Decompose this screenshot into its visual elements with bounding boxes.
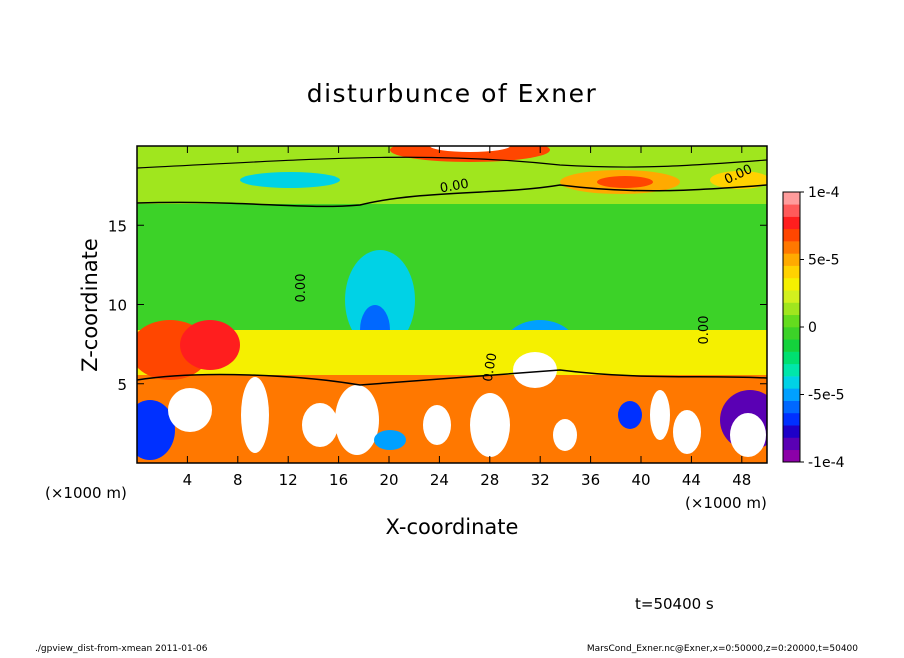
colorbar-tick-label: 1e-4 (808, 185, 840, 201)
contour-label: 0.00 (439, 177, 470, 197)
x-axis-label: X-coordinate (386, 515, 519, 539)
colorbar-tick-label: 0 (808, 320, 817, 336)
y-tick-label: 15 (108, 217, 127, 235)
colorbar-tick-label: -1e-4 (808, 455, 845, 471)
colorbar-tick-label: 5e-5 (808, 253, 839, 269)
x-unit-right: (×1000 m) (685, 494, 767, 512)
colorbar-swatch (783, 388, 800, 401)
chart-title: disturbunce of Exner (307, 79, 598, 108)
colorbar-swatch (783, 327, 800, 340)
x-tick-label: 24 (430, 471, 449, 489)
x-tick-label: 48 (732, 471, 751, 489)
y-tick-label: 5 (117, 376, 127, 394)
x-tick-label: 4 (183, 471, 193, 489)
footer-left: ./gpview_dist-from-xmean 2011-01-06 (35, 644, 208, 654)
colorbar-swatch (783, 351, 800, 365)
contour-label: 0.00 (481, 352, 501, 383)
contour-label: 0.00 (294, 274, 309, 303)
colorbar-swatch (783, 449, 800, 463)
colorbar-swatch (783, 192, 800, 205)
y-axis-label: Z-coordinate (78, 238, 102, 372)
x-tick-label: 16 (329, 471, 348, 489)
x-tick-label: 36 (581, 471, 600, 489)
colorbar-swatch (783, 376, 800, 389)
contour-field (137, 146, 767, 463)
x-unit-left: (×1000 m) (45, 484, 127, 502)
x-tick-label: 20 (379, 471, 398, 489)
colorbar-swatch (783, 216, 800, 230)
colorbar-swatch (783, 400, 800, 414)
footer-right: MarsCond_Exner.nc@Exner,x=0:50000,z=0:20… (587, 644, 858, 654)
colorbar-swatch (783, 425, 800, 438)
time-label: t=50400 s (635, 595, 714, 613)
colorbar-tick-label: -5e-5 (808, 388, 845, 404)
x-tick-label: 28 (480, 471, 499, 489)
contour-label: 0.00 (697, 316, 712, 345)
colorbar-swatch (783, 339, 800, 352)
x-tick-label: 32 (531, 471, 550, 489)
colorbar-swatch (783, 412, 800, 426)
x-tick-label: 12 (279, 471, 298, 489)
colorbar-swatch (783, 290, 800, 303)
colorbar-swatch (783, 228, 800, 242)
colorbar-swatch (783, 253, 800, 266)
y-tick-label: 10 (108, 297, 127, 315)
colorbar-swatch (783, 277, 800, 291)
x-tick-label: 44 (682, 471, 701, 489)
colorbar-swatch (783, 204, 800, 217)
x-tick-label: 8 (233, 471, 243, 489)
colorbar-swatch (783, 302, 800, 316)
x-tick-label: 40 (631, 471, 650, 489)
colorbar-swatch (783, 363, 800, 377)
colorbar-swatch (783, 314, 800, 328)
colorbar-swatch (783, 437, 800, 451)
colorbar-swatch (783, 241, 800, 254)
colorbar-swatch (783, 265, 800, 279)
